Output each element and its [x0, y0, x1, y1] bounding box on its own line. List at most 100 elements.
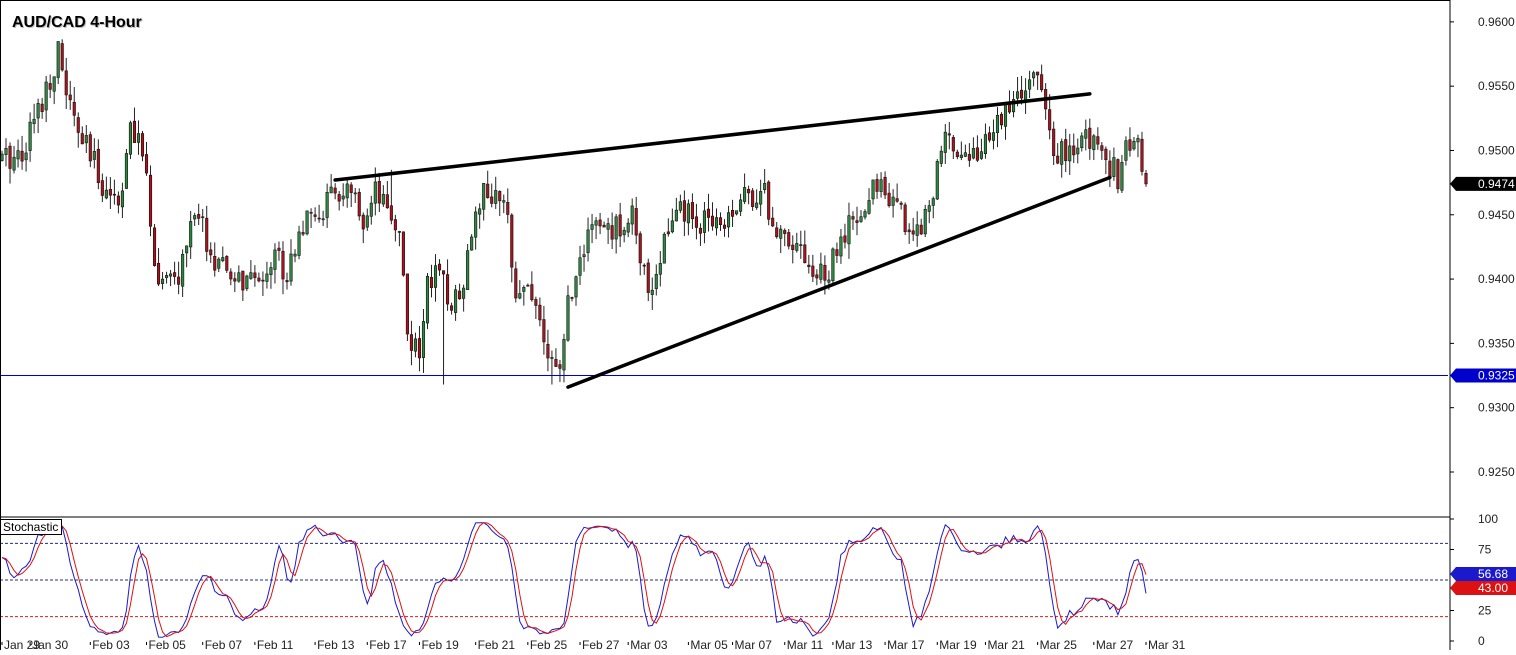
candle-body: [755, 203, 757, 208]
candle-body: [286, 280, 288, 281]
candle-body: [29, 122, 31, 150]
candle-body: [234, 279, 236, 281]
candle-body: [1020, 90, 1022, 98]
candle-body: [370, 203, 372, 216]
candle-body: [783, 230, 785, 233]
candle-body: [627, 223, 629, 232]
candle-body: [896, 199, 898, 202]
y-tick-label: 0.9500: [1478, 143, 1515, 157]
candle-body: [141, 134, 143, 157]
candle-body: [631, 206, 633, 224]
candle-body: [792, 245, 794, 250]
candle-body: [181, 254, 183, 286]
x-tick-label: Mar 03: [630, 638, 668, 650]
candle-body: [944, 132, 946, 152]
candle-body: [731, 210, 733, 216]
candle-body: [968, 154, 970, 160]
candle-body: [800, 245, 802, 246]
candle-body: [430, 277, 432, 287]
x-tick-label: Feb 13: [317, 638, 355, 650]
candle-body: [623, 230, 625, 235]
candle-body: [346, 184, 348, 198]
candle-body: [1004, 104, 1006, 127]
y-tick-label: 0.9450: [1478, 208, 1515, 222]
x-tick-label: Feb 03: [92, 638, 130, 650]
candle-body: [611, 226, 613, 240]
candle-body: [1060, 142, 1062, 165]
candle-body: [980, 152, 982, 159]
candle-body: [494, 190, 496, 203]
candle-body: [262, 280, 264, 281]
candle-body: [366, 216, 368, 227]
candle-body: [587, 230, 589, 253]
candle-body: [976, 148, 978, 161]
candle-body: [643, 265, 645, 266]
candle-body: [507, 202, 509, 214]
candle-body: [173, 273, 175, 277]
candle-body: [579, 258, 581, 276]
candle-body: [671, 221, 673, 232]
candle-body: [1129, 140, 1131, 151]
candle-body: [101, 181, 103, 196]
candle-body: [503, 201, 505, 203]
candle-body: [1036, 72, 1038, 75]
x-tick-label: Feb 11: [257, 638, 294, 650]
candle-body: [177, 277, 179, 284]
candle-body: [515, 269, 517, 298]
candle-body: [254, 273, 256, 278]
candle-body: [1081, 136, 1083, 148]
candle-body: [932, 199, 934, 206]
candle-body: [763, 183, 765, 189]
candle-body: [470, 237, 472, 250]
candle-body: [454, 290, 456, 313]
candle-body: [282, 251, 284, 279]
candle-body: [920, 225, 922, 234]
candle-body: [912, 231, 914, 234]
candle-body: [338, 194, 340, 201]
candle-body: [105, 190, 107, 198]
candle-body: [314, 215, 316, 217]
candle-body: [65, 71, 67, 95]
candle-body: [820, 264, 822, 279]
candle-body: [258, 278, 260, 281]
candle-body: [639, 234, 641, 263]
candle-body: [824, 265, 826, 280]
candle-body: [699, 228, 701, 233]
candle-body: [659, 263, 661, 274]
candle-body: [161, 279, 163, 284]
candle-body: [458, 291, 460, 299]
candle-body: [290, 254, 292, 281]
candle-body: [33, 119, 35, 123]
candle-body: [828, 280, 830, 282]
y-tick-label: 0.9250: [1478, 465, 1515, 479]
candle-body: [647, 263, 649, 293]
stoch-y-tick-label: 0: [1478, 634, 1485, 648]
candle-body: [583, 255, 585, 257]
candle-body: [1, 154, 3, 161]
candle-body: [382, 194, 384, 204]
candle-body: [498, 191, 500, 200]
candle-body: [326, 192, 328, 217]
candle-body: [201, 217, 203, 218]
candle-body: [751, 191, 753, 207]
candle-body: [775, 228, 777, 237]
candle-body: [306, 211, 308, 234]
candle-body: [238, 273, 240, 281]
candle-body: [531, 285, 533, 300]
candle-body: [964, 153, 966, 157]
candle-body: [462, 288, 464, 298]
candle-body: [205, 218, 207, 251]
stoch-y-tick-label: 100: [1478, 512, 1498, 526]
candle-body: [984, 135, 986, 154]
x-tick-label: Mar 05: [690, 638, 728, 650]
candle-body: [213, 256, 215, 270]
candle-body: [527, 285, 529, 286]
x-tick-label: Feb 07: [205, 638, 243, 650]
candle-body: [695, 217, 697, 228]
candle-body: [9, 146, 11, 168]
candle-body: [390, 206, 392, 221]
candle-body: [57, 41, 59, 77]
candle-body: [1052, 129, 1054, 156]
candle-body: [723, 225, 725, 228]
